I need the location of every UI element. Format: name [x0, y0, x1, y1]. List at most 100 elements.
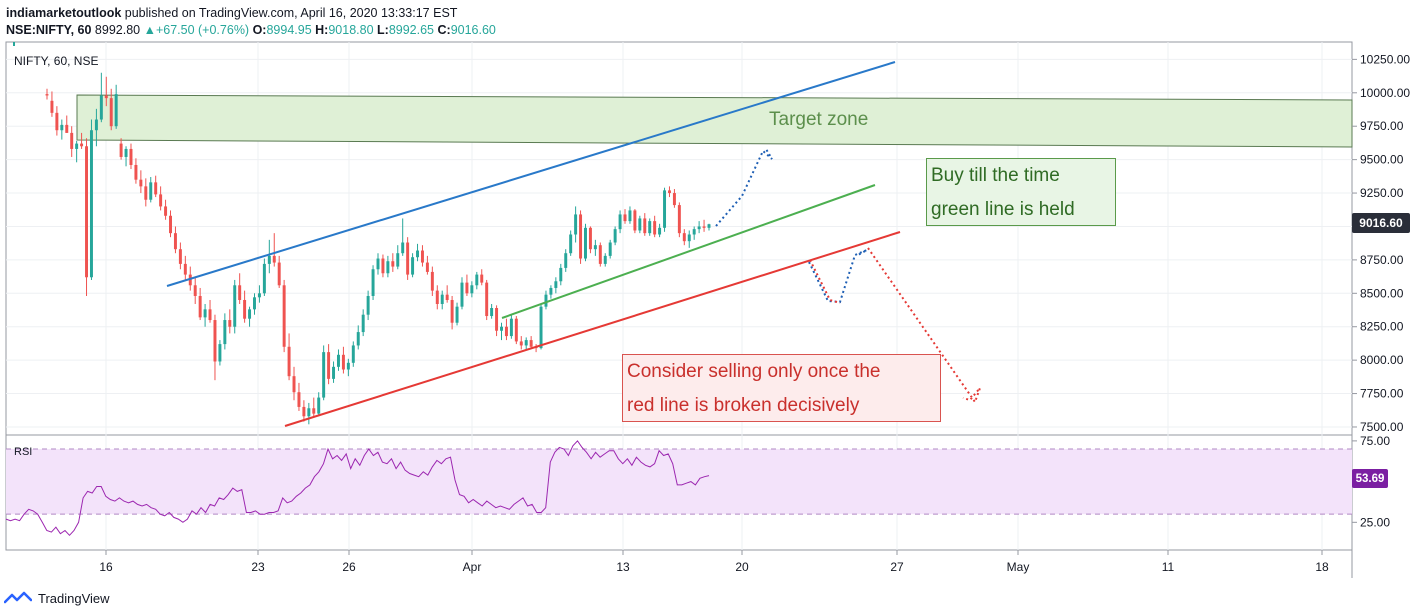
- candle-body: [169, 215, 172, 234]
- rsi-axis-labels[interactable]: 75.00 25.00: [1352, 434, 1390, 529]
- open-label: O:: [252, 23, 267, 37]
- buy-note-box[interactable]: Buy till the time green line is held: [926, 158, 1116, 226]
- candle-body: [603, 255, 607, 264]
- candle-body: [292, 376, 296, 393]
- candle-body: [129, 148, 133, 165]
- candle-body: [574, 214, 578, 235]
- candle-body: [109, 98, 113, 127]
- footer: TradingView: [4, 588, 110, 608]
- rsi-value-badge: [1352, 469, 1388, 488]
- time-tick-label: 16: [99, 560, 113, 574]
- price-axis-labels[interactable]: 10250.0010000.009750.009500.009250.00900…: [1352, 52, 1410, 434]
- candle-body: [94, 119, 98, 131]
- candle-body: [336, 354, 340, 367]
- candle-body: [653, 221, 657, 235]
- author-name[interactable]: indiamarketoutlook: [6, 6, 122, 20]
- candle-body: [386, 261, 390, 274]
- buy-note-line-2: green line is held: [931, 199, 1075, 220]
- candle-body: [45, 94, 49, 96]
- candle-body: [119, 143, 123, 157]
- price-tick-label: 10000.00: [1360, 86, 1410, 100]
- close-value: 9016.60: [450, 23, 496, 37]
- candle-body: [183, 263, 187, 275]
- price-tick-label: 9500.00: [1360, 153, 1404, 167]
- candle-body: [361, 314, 365, 333]
- price-change: +67.50 (+0.76%): [155, 23, 250, 37]
- candle-body: [322, 352, 326, 398]
- candle-body: [238, 285, 242, 300]
- last-price: 8992.80: [94, 23, 141, 37]
- last-price-badge: [1352, 213, 1410, 233]
- blue-trend-line[interactable]: [166, 61, 896, 287]
- candle-body: [475, 274, 479, 286]
- candle-body: [396, 253, 400, 267]
- candle-body: [643, 218, 647, 234]
- time-axis-labels[interactable]: 16 23 26 Apr 13 20 27 May 11 18: [99, 550, 1329, 574]
- candle-body: [341, 354, 345, 370]
- candle-body: [667, 190, 671, 194]
- candle-body: [75, 143, 79, 149]
- candle-body: [416, 250, 420, 258]
- candle-body: [584, 227, 587, 259]
- candle-body: [465, 282, 469, 294]
- high-value: 9018.80: [328, 23, 374, 37]
- price-tick-label: 8250.00: [1360, 320, 1404, 334]
- candle-body: [598, 245, 602, 264]
- green-trend-line[interactable]: [501, 184, 876, 319]
- candle-body: [445, 294, 449, 300]
- candle-body: [702, 226, 706, 228]
- candle-body: [401, 242, 405, 254]
- target-zone-rect[interactable]: [76, 94, 1353, 148]
- candle-body: [529, 340, 533, 347]
- bounce-projection-path[interactable]: [808, 249, 868, 304]
- buy-note-line-1: Buy till the time: [931, 165, 1060, 186]
- rsi-band: [6, 449, 1352, 515]
- candle-body: [346, 362, 350, 370]
- time-tick-label: 11: [1162, 560, 1175, 574]
- time-tick-label: 18: [1315, 560, 1329, 574]
- candle-body: [297, 392, 301, 407]
- candle-body: [159, 194, 163, 207]
- candle-body: [80, 143, 84, 147]
- candle-body: [213, 320, 217, 362]
- time-tick-label: 20: [735, 560, 749, 574]
- bullish-projection-path[interactable]: [715, 148, 773, 227]
- candle-body: [307, 408, 311, 417]
- candle-body: [302, 406, 306, 417]
- footer-brand[interactable]: TradingView: [38, 590, 110, 606]
- time-tick-label: 26: [342, 560, 356, 574]
- price-tick-label: 9250.00: [1360, 186, 1404, 200]
- time-tick-label: 13: [616, 560, 630, 574]
- candle-body: [277, 262, 281, 286]
- candle-body: [381, 258, 385, 274]
- candle-body: [579, 214, 583, 259]
- candle-body: [351, 345, 355, 363]
- candle-body: [282, 285, 286, 347]
- rsi-value-badge-text: 53.69: [1356, 473, 1385, 485]
- time-tick-label: Apr: [463, 560, 482, 574]
- red-trend-line[interactable]: [284, 231, 901, 427]
- candle-body: [164, 206, 168, 216]
- candle-body: [223, 320, 227, 345]
- sell-note-line-2: red line is broken decisively: [627, 395, 860, 416]
- symbol-name: NSE:NIFTY, 60: [6, 23, 92, 37]
- tradingview-logo-icon[interactable]: [4, 591, 32, 605]
- candle-body: [104, 95, 108, 99]
- candle-body: [504, 326, 508, 337]
- bearish-projection-path[interactable]: [867, 247, 981, 405]
- candle-body: [50, 100, 54, 113]
- low-label: L:: [377, 23, 389, 37]
- price-tick-label: 7500.00: [1360, 420, 1404, 434]
- candle-body: [435, 290, 439, 304]
- candle-body: [332, 366, 336, 379]
- dip-projection-path[interactable]: [809, 259, 841, 304]
- price-tick-label: 7750.00: [1360, 387, 1404, 401]
- sell-note-box[interactable]: Consider selling only once the red line …: [622, 354, 941, 422]
- candle-body: [188, 274, 192, 286]
- close-label: C:: [437, 23, 451, 37]
- candle-body: [218, 344, 222, 362]
- candle-body: [149, 182, 153, 200]
- candle-body: [648, 221, 652, 234]
- price-tick-label: 10250.00: [1360, 52, 1410, 66]
